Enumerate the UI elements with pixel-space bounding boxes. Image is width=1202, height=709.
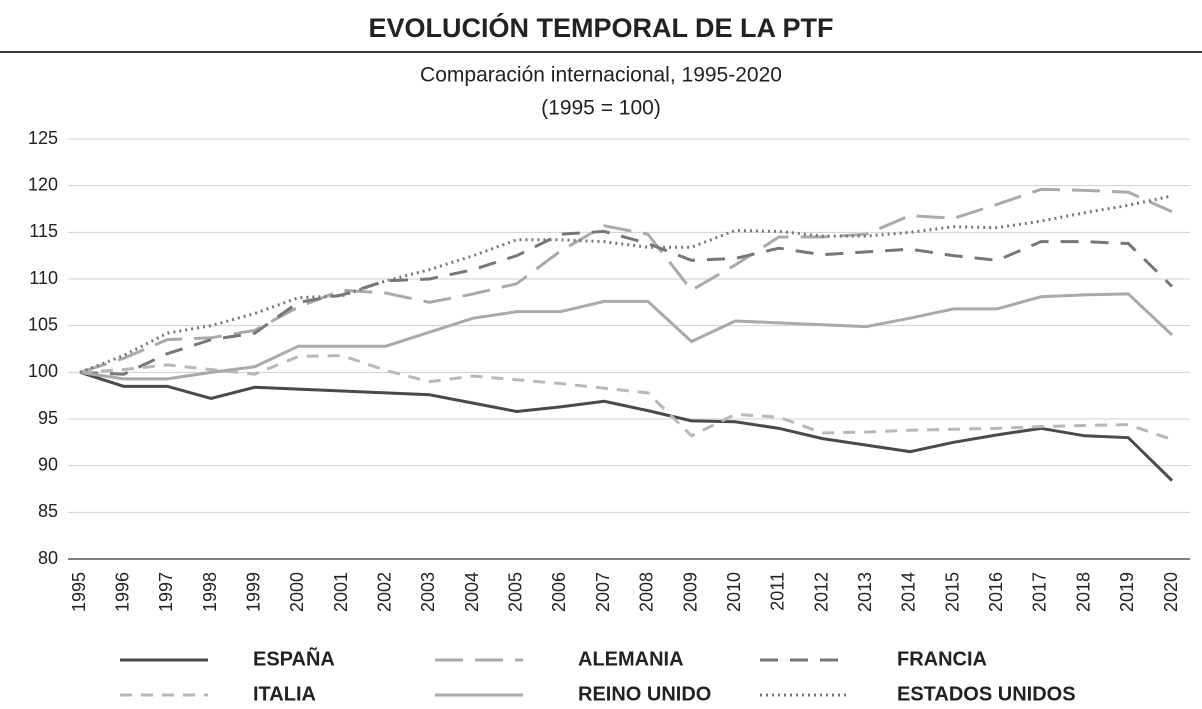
y-tick-label: 110 xyxy=(29,268,58,288)
x-tick-label: 2005 xyxy=(506,572,526,612)
x-tick-label: 2012 xyxy=(811,572,831,612)
series-line xyxy=(79,354,1173,441)
series-line xyxy=(79,370,1174,482)
x-tick-label: 2020 xyxy=(1161,572,1181,612)
x-tick-label: 2002 xyxy=(375,572,395,612)
series-line xyxy=(79,292,1174,381)
x-tick-label: 2007 xyxy=(593,572,613,612)
legend-label: REINO UNIDO xyxy=(578,683,711,705)
y-tick-label: 105 xyxy=(28,314,58,334)
x-tick-label: 1999 xyxy=(243,572,263,612)
x-tick-label: 1997 xyxy=(156,572,176,612)
series-line xyxy=(79,187,1173,374)
legend-label: ITALIA xyxy=(253,683,316,705)
y-tick-label: 90 xyxy=(38,454,58,474)
chart-note: (1995 = 100) xyxy=(541,97,661,120)
series-line xyxy=(79,229,1174,376)
x-tick-label: 2016 xyxy=(986,572,1006,612)
y-tick-label: 125 xyxy=(28,128,58,148)
y-tick-label: 100 xyxy=(28,361,58,381)
x-tick-label: 2008 xyxy=(637,572,657,612)
legend-label: ESPAÑA xyxy=(253,647,335,670)
x-tick-label: 2019 xyxy=(1117,572,1137,612)
x-tick-label: 2011 xyxy=(768,572,788,611)
y-tick-label: 120 xyxy=(28,174,58,194)
x-tick-label: 2001 xyxy=(331,572,351,612)
x-tick-label: 2015 xyxy=(942,572,962,612)
y-tick-label: 95 xyxy=(38,408,58,428)
y-tick-label: 80 xyxy=(38,548,58,568)
series-line xyxy=(79,194,1173,374)
x-tick-label: 2018 xyxy=(1073,572,1093,612)
x-tick-label: 2010 xyxy=(724,572,744,612)
chart-subtitle: Comparación internacional, 1995-2020 xyxy=(420,64,782,87)
x-tick-label: 2006 xyxy=(549,572,569,612)
x-tick-label: 2013 xyxy=(855,572,875,612)
x-tick-label: 2000 xyxy=(287,572,307,612)
x-tick-label: 2014 xyxy=(899,572,919,612)
legend-label: FRANCIA xyxy=(897,648,987,670)
x-tick-label: 2004 xyxy=(462,572,482,612)
legend-label: ESTADOS UNIDOS xyxy=(897,683,1076,705)
legend-label: ALEMANIA xyxy=(578,648,684,670)
y-tick-label: 115 xyxy=(29,221,58,241)
x-tick-label: 1995 xyxy=(69,572,89,612)
x-tick-label: 2017 xyxy=(1030,572,1050,612)
y-tick-label: 85 xyxy=(38,501,58,521)
chart-title: EVOLUCIÓN TEMPORAL DE LA PTF xyxy=(368,12,833,43)
x-tick-label: 2003 xyxy=(418,572,438,612)
x-tick-label: 2009 xyxy=(680,572,700,612)
x-tick-label: 1996 xyxy=(112,572,132,612)
x-tick-label: 1998 xyxy=(200,572,220,612)
